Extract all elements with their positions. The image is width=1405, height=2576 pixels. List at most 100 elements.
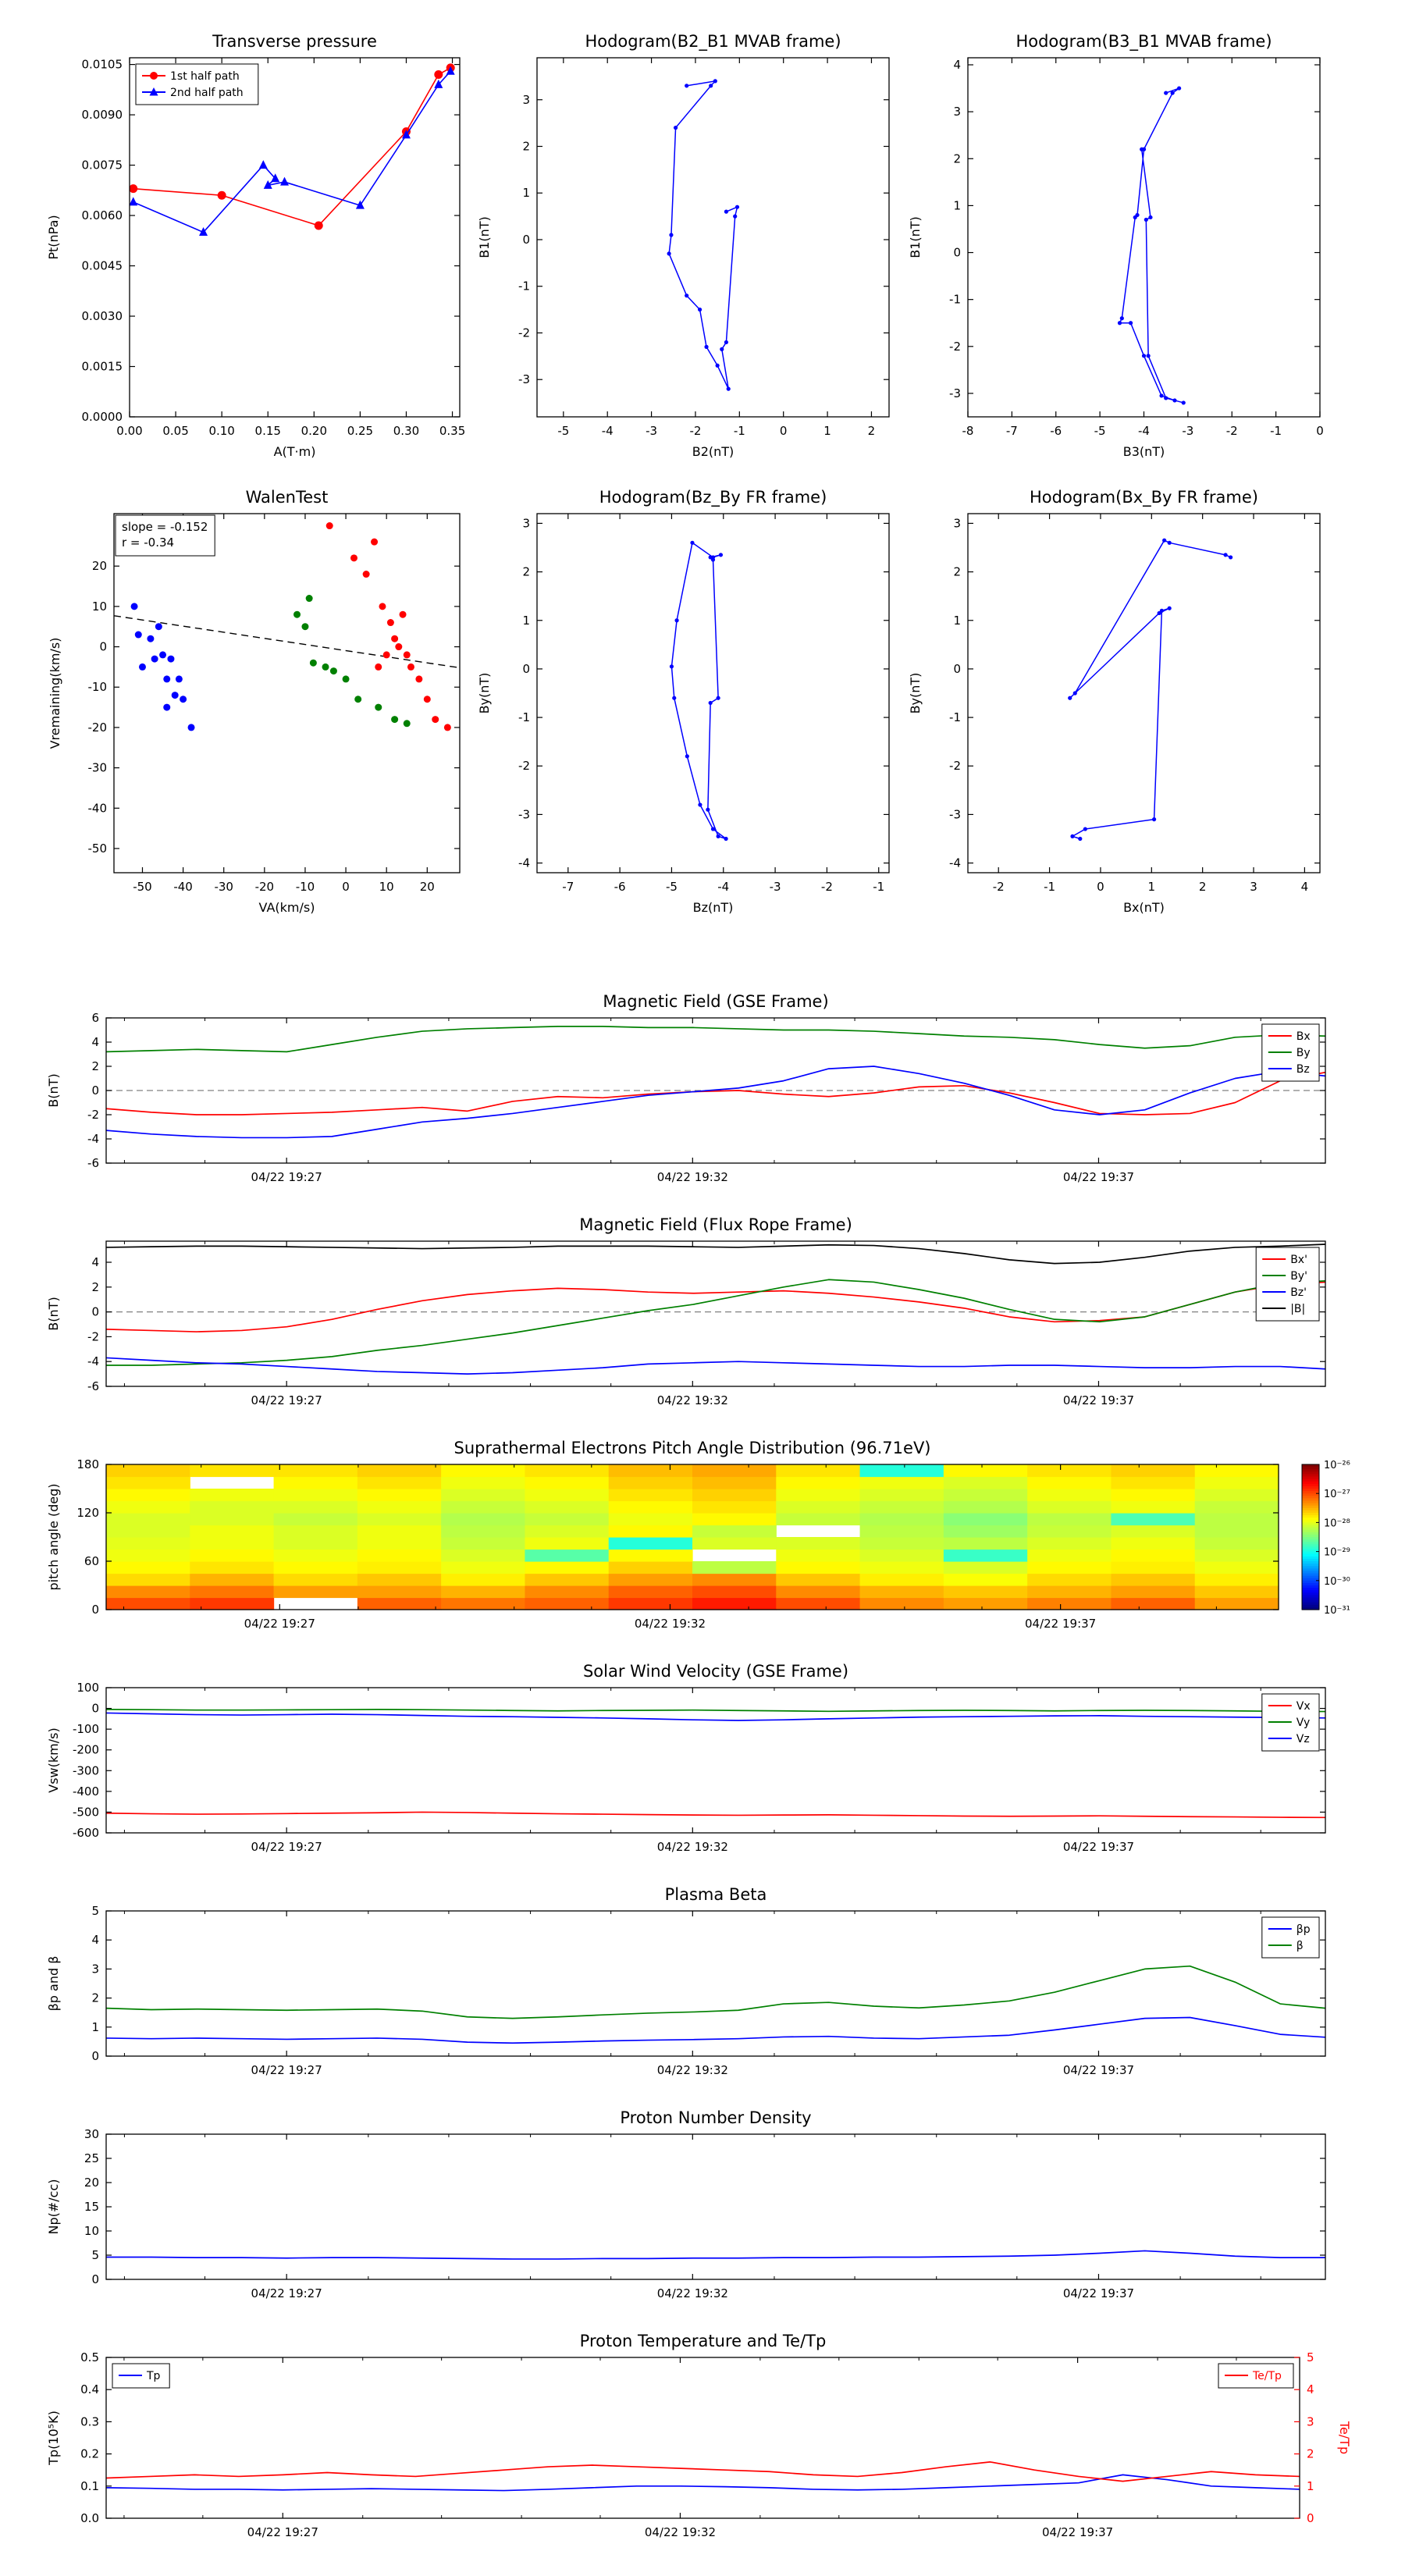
panel-hodogram-bz-by: -7 -6 -5 -4 -3 -2 -1 -4 -3 -2 -1 0 1 2 3 Hodogram(Bz_By… (476, 478, 902, 929)
chart-canvas: -5 -4 -3 -2 -1 0 1 2 -3 -2 -1 0 1 2 3 Hodogram(B2_B1 MV… (477, 32, 890, 459)
svg-text:-3: -3 (518, 807, 530, 821)
svg-text:Bz': Bz' (1290, 1286, 1307, 1299)
svg-text:-100: -100 (73, 1722, 99, 1736)
svg-text:Proton Temperature and Te/Tp: Proton Temperature and Te/Tp (580, 2332, 827, 2350)
svg-text:2: 2 (522, 140, 530, 154)
svg-text:B3(nT): B3(nT) (1123, 444, 1165, 459)
svg-text:-500: -500 (73, 1805, 99, 1819)
svg-text:By': By' (1290, 1270, 1307, 1283)
svg-text:Tp(10⁵K): Tp(10⁵K) (46, 2411, 61, 2466)
svg-text:3: 3 (1250, 880, 1257, 894)
chart-canvas: -7 -6 -5 -4 -3 -2 -1 -4 -3 -2 -1 0 1 2 3 Hodogram(Bz_By… (477, 488, 890, 915)
svg-text:-300: -300 (73, 1763, 99, 1777)
svg-text:4: 4 (91, 1255, 99, 1269)
svg-text:-6: -6 (1050, 424, 1062, 438)
panel-hodogram-b2-b1: -5 -4 -3 -2 -1 0 1 2 -3 -2 -1 0 1 2 3 Hodogram(B2_B1 MV… (476, 22, 902, 473)
svg-text:3: 3 (522, 516, 530, 530)
svg-text:0.0030: 0.0030 (82, 309, 123, 323)
chart-canvas: 0.00 0.05 0.10 0.15 0.20 0.25 0.30 0.35 0.0000 0.… (46, 32, 465, 459)
svg-text:20: 20 (92, 559, 107, 573)
svg-text:B(nT): B(nT) (46, 1297, 61, 1330)
svg-text:-5: -5 (666, 880, 678, 894)
svg-text:2: 2 (522, 565, 530, 579)
svg-text:-2: -2 (821, 880, 833, 894)
svg-text:Bz: Bz (1297, 1063, 1310, 1076)
svg-text:Tp: Tp (146, 2370, 161, 2382)
svg-text:5: 5 (1307, 2350, 1314, 2364)
svg-text:-8: -8 (962, 424, 974, 438)
svg-text:VA(km/s): VA(km/s) (259, 900, 315, 915)
svg-text:-5: -5 (1094, 424, 1106, 438)
svg-text:A(T·m): A(T·m) (274, 444, 316, 459)
svg-text:0.5: 0.5 (80, 2350, 99, 2364)
svg-text:0.35: 0.35 (439, 424, 465, 438)
svg-text:0.4: 0.4 (80, 2382, 99, 2396)
svg-text:20: 20 (420, 880, 435, 894)
svg-text:-1: -1 (1270, 424, 1282, 438)
svg-text:Magnetic Field (GSE Frame): Magnetic Field (GSE Frame) (603, 992, 828, 1011)
svg-text:-20: -20 (88, 720, 108, 735)
svg-text:-30: -30 (88, 761, 108, 775)
svg-text:-4: -4 (602, 424, 614, 438)
svg-text:0.0: 0.0 (80, 2511, 99, 2525)
svg-text:2: 2 (868, 424, 876, 438)
svg-text:3: 3 (953, 105, 961, 119)
chart-canvas: 04/22 19:27 04/22 19:32 04/22 19:37 0 5 10 15 2… (46, 2108, 1326, 2300)
svg-text:0.30: 0.30 (393, 424, 419, 438)
svg-text:-50: -50 (133, 880, 152, 894)
svg-text:04/22 19:37: 04/22 19:37 (1063, 1393, 1134, 1407)
svg-text:2nd half path: 2nd half path (170, 87, 244, 99)
svg-text:0.0090: 0.0090 (82, 108, 123, 122)
panel-proton-density: 04/22 19:27 04/22 19:32 04/22 19:37 0 5 10 15 2… (37, 2101, 1374, 2317)
svg-text:Suprathermal Electrons Pitch A: Suprathermal Electrons Pitch Angle Distr… (454, 1439, 931, 1457)
svg-text:-1: -1 (518, 279, 530, 294)
svg-text:04/22 19:37: 04/22 19:37 (1063, 2286, 1134, 2300)
svg-text:100: 100 (76, 1681, 99, 1695)
svg-text:Plasma Beta: Plasma Beta (665, 1885, 767, 1904)
svg-text:-3: -3 (518, 372, 530, 386)
svg-text:0.1: 0.1 (80, 2479, 99, 2493)
chart-canvas: 04/22 19:27 04/22 19:32 04/22 19:37 0 60 120 1… (46, 1439, 1350, 1631)
chart-canvas: 04/22 19:27 04/22 19:32 04/22 19:37 -6 -4 -2 0… (46, 992, 1326, 1184)
svg-text:04/22 19:37: 04/22 19:37 (1042, 2525, 1113, 2539)
svg-text:0: 0 (522, 233, 530, 247)
svg-text:04/22 19:37: 04/22 19:37 (1063, 1170, 1134, 1184)
svg-text:βp and β: βp and β (46, 1956, 61, 2012)
panel-plasma-beta: 04/22 19:27 04/22 19:32 04/22 19:37 0 1 2 3 4 5 P… (37, 1878, 1374, 2094)
svg-text:30: 30 (84, 2127, 99, 2141)
svg-text:0: 0 (99, 640, 107, 654)
svg-text:04/22 19:37: 04/22 19:37 (1063, 2063, 1134, 2077)
svg-text:-2: -2 (1226, 424, 1238, 438)
svg-text:0: 0 (91, 2049, 99, 2063)
svg-text:-200: -200 (73, 1743, 99, 1757)
svg-text:0.10: 0.10 (208, 424, 234, 438)
svg-text:15: 15 (84, 2200, 99, 2214)
svg-text:0: 0 (1097, 880, 1104, 894)
svg-text:-2: -2 (518, 326, 530, 340)
svg-text:-1: -1 (1044, 880, 1055, 894)
svg-text:0: 0 (780, 424, 788, 438)
svg-text:10⁻²⁸: 10⁻²⁸ (1324, 1517, 1350, 1529)
svg-text:10⁻³¹: 10⁻³¹ (1324, 1605, 1350, 1617)
chart-canvas: -8 -7 -6 -5 -4 -3 -2 -1 0 -3 -2 -1 0 1 2 3 4 Hodogram(B3_… (908, 32, 1324, 459)
svg-text:0: 0 (1316, 424, 1324, 438)
svg-text:-3: -3 (646, 424, 657, 438)
svg-text:04/22 19:27: 04/22 19:27 (251, 2286, 322, 2300)
svg-text:1st half path: 1st half path (170, 70, 240, 83)
svg-text:4: 4 (91, 1933, 99, 1947)
svg-text:Proton Number Density: Proton Number Density (620, 2108, 811, 2127)
svg-text:|B|: |B| (1290, 1303, 1305, 1315)
svg-text:04/22 19:37: 04/22 19:37 (1063, 1840, 1134, 1854)
svg-text:0.0045: 0.0045 (82, 259, 123, 273)
svg-text:04/22 19:37: 04/22 19:37 (1025, 1617, 1096, 1631)
svg-text:4: 4 (91, 1035, 99, 1049)
svg-text:3: 3 (522, 93, 530, 107)
svg-text:04/22 19:32: 04/22 19:32 (657, 1840, 728, 1854)
svg-text:Vx: Vx (1297, 1700, 1311, 1713)
svg-text:1: 1 (953, 614, 961, 628)
svg-text:04/22 19:32: 04/22 19:32 (635, 1617, 706, 1631)
svg-text:180: 180 (76, 1457, 99, 1471)
svg-text:04/22 19:27: 04/22 19:27 (251, 2063, 322, 2077)
svg-text:1: 1 (522, 614, 530, 628)
svg-text:-1: -1 (518, 710, 530, 724)
